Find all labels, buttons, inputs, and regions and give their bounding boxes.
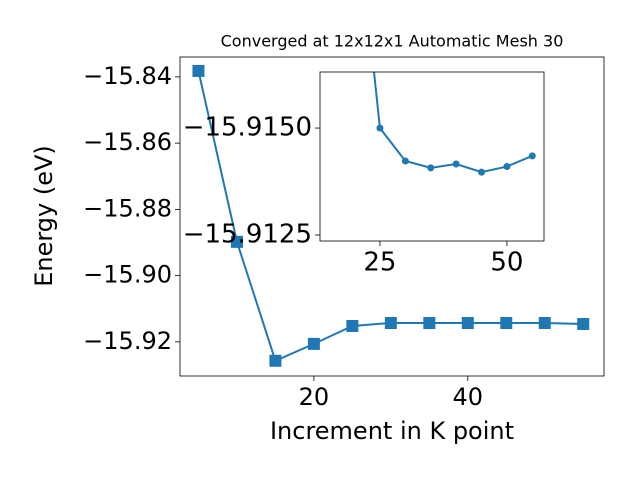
marker [577,317,590,330]
marker [307,337,320,350]
marker [461,316,474,329]
y-tick-label: −15.9150 [183,113,312,143]
x-tick-label: 40 [453,383,484,411]
plot-background [320,72,544,241]
y-tick-label: −15.88 [83,194,172,222]
marker [346,319,359,332]
y-tick-label: −15.86 [83,128,172,156]
marker [500,316,513,329]
y-axis-label: Energy (eV) [30,145,58,287]
marker [401,157,409,165]
axes-frame [319,71,545,242]
marker [192,64,205,77]
line [372,72,533,174]
chart-title: Converged at 12x12x1 Automatic Mesh 30 [221,32,564,51]
marker [230,235,243,248]
x-tick-label: 25 [363,248,396,278]
y-tick-label: −15.84 [83,62,172,90]
x-tick-label: 20 [299,383,330,411]
y-tick-label: −15.90 [83,261,172,289]
marker [528,152,536,160]
marker [423,316,436,329]
marker [503,163,511,171]
marker [538,316,551,329]
marker [269,354,282,367]
axes-frame [179,56,605,377]
marker [384,316,397,329]
plot-area [372,72,536,176]
x-tick-label: 50 [490,248,523,278]
plot-area [192,64,590,367]
x-axis-label: Increment in K point [270,417,514,445]
marker [452,160,460,168]
marker [478,168,486,176]
y-tick-label: −15.9125 [183,220,312,250]
marker [427,164,435,172]
marker [376,124,384,132]
y-tick-label: −15.92 [83,327,172,355]
